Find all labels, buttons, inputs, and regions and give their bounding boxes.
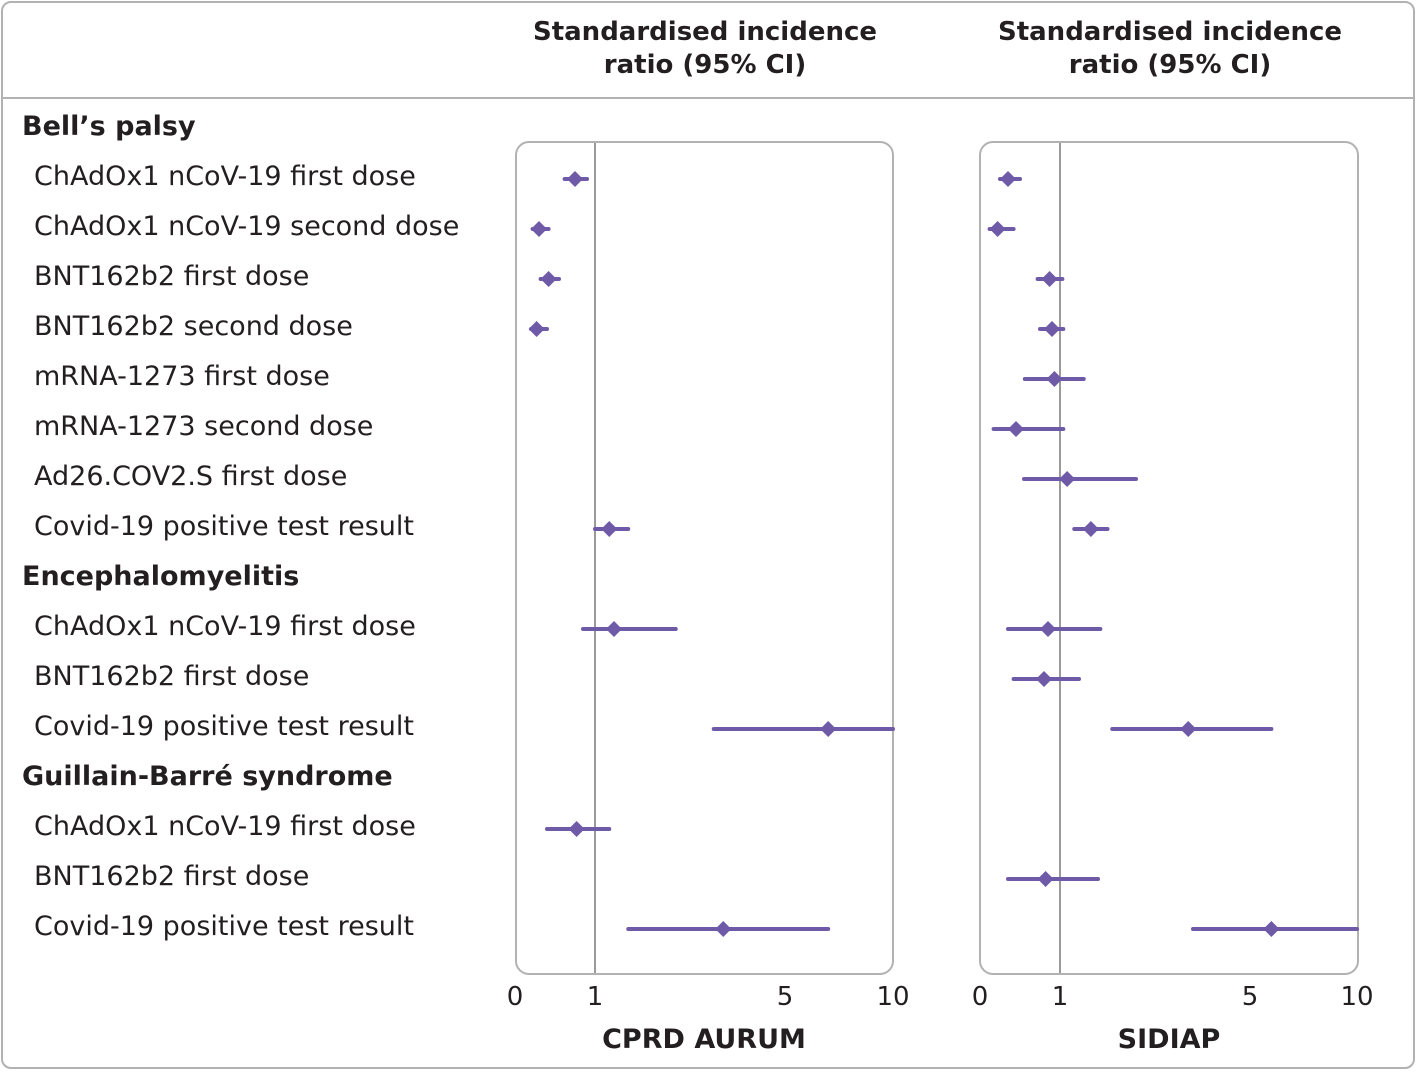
estimate-marker <box>1059 471 1076 487</box>
estimate-marker <box>1180 721 1197 737</box>
row-label: Covid-19 positive test result <box>34 511 414 542</box>
estimate-marker <box>601 521 618 537</box>
estimate-marker <box>820 721 837 737</box>
x-tick-label: 10 <box>1340 982 1374 1012</box>
estimate-marker <box>1082 521 1099 537</box>
estimate-marker <box>1263 921 1280 937</box>
estimate-marker <box>715 921 732 937</box>
estimate-marker <box>1037 871 1054 887</box>
row-label: Covid-19 positive test result <box>34 711 414 742</box>
estimate-marker <box>1040 621 1056 637</box>
estimate-marker <box>540 271 557 287</box>
estimate-marker <box>606 621 622 637</box>
estimate-marker <box>1008 421 1024 437</box>
estimate-marker <box>568 821 585 837</box>
column-header-line: Standardised incidence <box>532 17 878 47</box>
x-tick-label: 0 <box>506 982 524 1012</box>
x-tick-label: 1 <box>1051 982 1069 1012</box>
row-label: Covid-19 positive test result <box>34 911 414 942</box>
panel-title-sidiap: SIDIAP <box>1117 1024 1221 1055</box>
estimate-marker <box>528 321 545 337</box>
row-label: mRNA-1273 first dose <box>34 361 330 392</box>
column-header-cprd: Standardised incidence ratio (95% CI) <box>505 16 905 82</box>
x-tick-label: 5 <box>1241 982 1259 1012</box>
x-tick-label: 10 <box>876 982 910 1012</box>
column-header-line: ratio (95% CI) <box>603 50 807 80</box>
row-label: Ad26.COV2.S first dose <box>34 461 348 492</box>
estimate-marker <box>1046 371 1063 387</box>
row-label: ChAdOx1 nCoV-19 first dose <box>34 161 416 192</box>
row-label: ChAdOx1 nCoV-19 first dose <box>34 811 416 842</box>
estimate-marker <box>1044 321 1060 337</box>
panel-cprd-frame <box>515 141 894 975</box>
x-tick-label: 0 <box>971 982 989 1012</box>
estimate-marker <box>1041 271 1058 287</box>
panel-title-cprd: CPRD AURUM <box>602 1024 806 1055</box>
column-header-line: ratio (95% CI) <box>1068 50 1272 80</box>
estimate-marker <box>567 171 583 187</box>
row-label: ChAdOx1 nCoV-19 second dose <box>34 211 460 242</box>
estimate-marker <box>1000 171 1016 187</box>
header-divider <box>1 97 1415 99</box>
x-tick-label: 1 <box>586 982 604 1012</box>
estimate-marker <box>989 221 1006 237</box>
row-label: BNT162b2 first dose <box>34 861 310 892</box>
row-label: ChAdOx1 nCoV-19 first dose <box>34 611 416 642</box>
group-label: Encephalomyelitis <box>22 561 300 592</box>
estimate-marker <box>531 221 547 237</box>
estimate-marker <box>1036 671 1052 687</box>
column-header-line: Standardised incidence <box>997 17 1343 47</box>
row-label: BNT162b2 first dose <box>34 261 310 292</box>
row-label: mRNA-1273 second dose <box>34 411 374 442</box>
x-tick-label: 5 <box>776 982 794 1012</box>
panel-sidiap-frame <box>979 141 1359 975</box>
row-label: BNT162b2 first dose <box>34 661 310 692</box>
row-label: BNT162b2 second dose <box>34 311 353 342</box>
column-header-sidiap: Standardised incidence ratio (95% CI) <box>970 16 1370 82</box>
group-label: Guillain-Barré syndrome <box>22 761 393 792</box>
group-label: Bell’s palsy <box>22 111 196 142</box>
